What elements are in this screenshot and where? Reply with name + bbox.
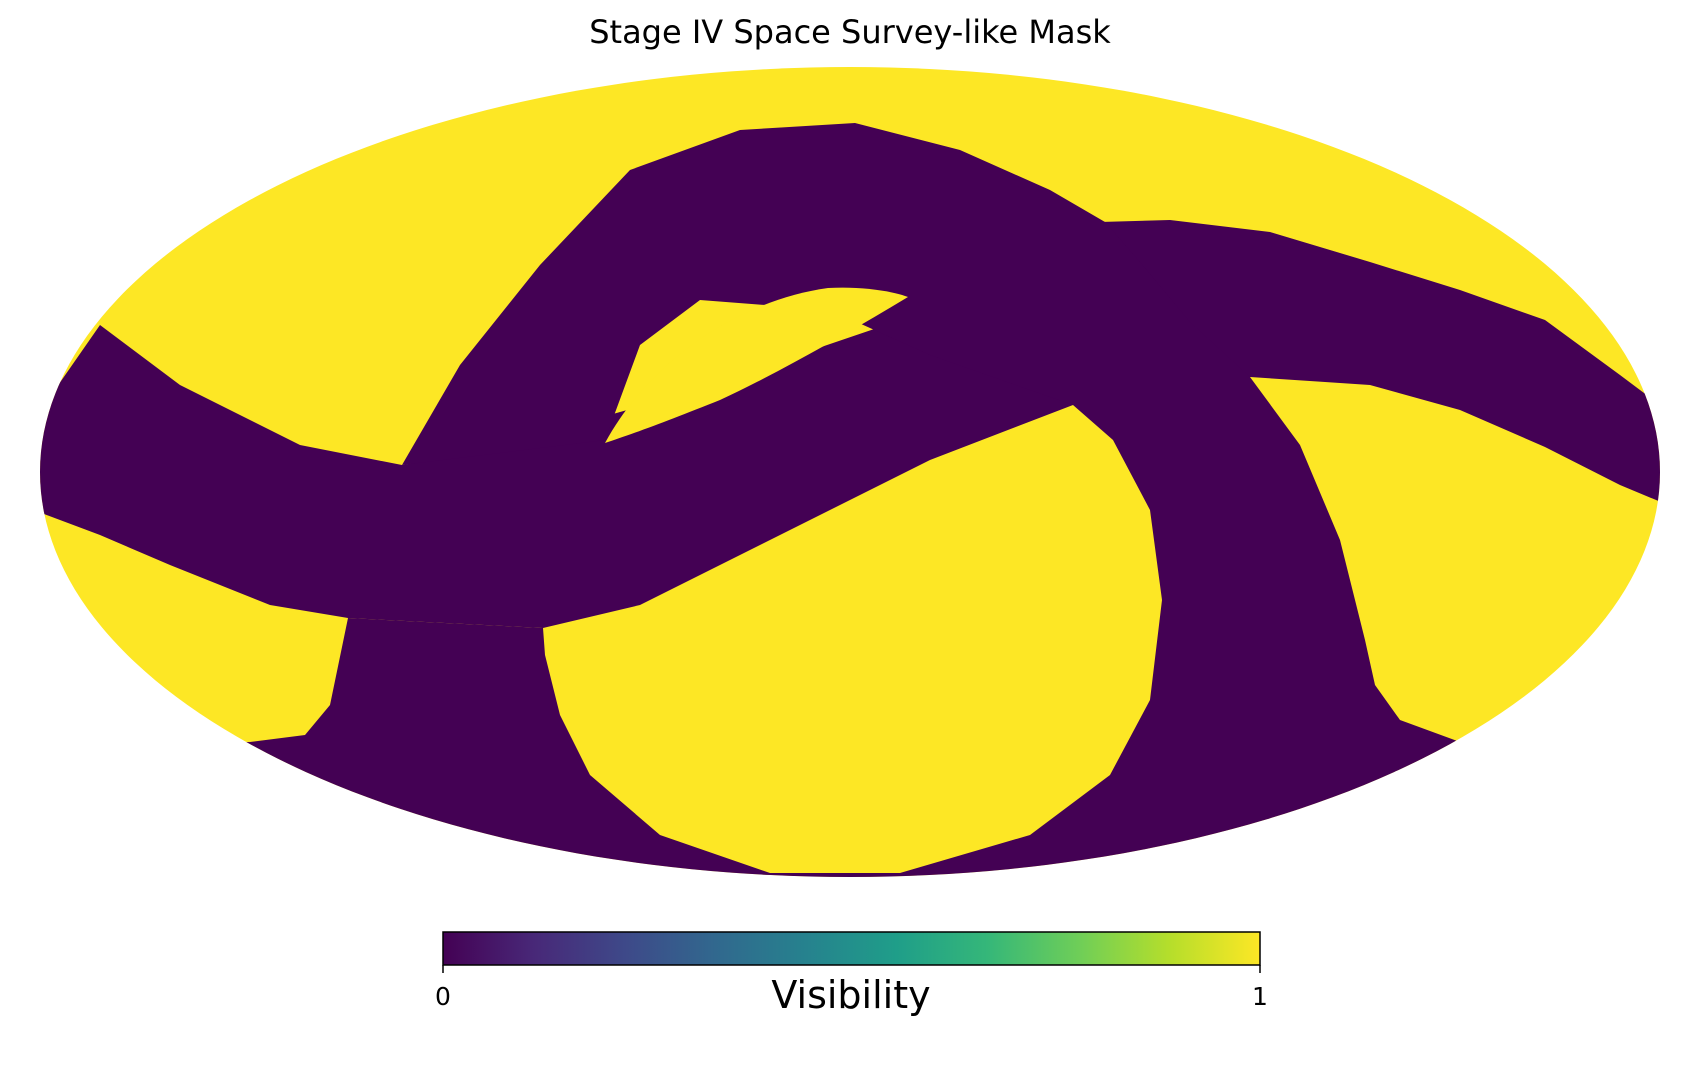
chart-title: Stage IV Space Survey-like Mask: [589, 13, 1111, 51]
mask-band-lower: [40, 220, 1660, 628]
masked-region: [40, 123, 1660, 877]
colorbar-tick-label-0: 0: [435, 982, 451, 1011]
colorbar-label: Visibility: [771, 973, 930, 1017]
colorbar-gradient: [442, 931, 1261, 966]
sky-map: [40, 67, 1660, 877]
colorbar: 0 1 Visibility: [435, 931, 1268, 1017]
mask-band-upper: [200, 123, 1500, 877]
colorbar-tick-label-1: 1: [1252, 982, 1268, 1011]
visible-lens: [605, 287, 908, 443]
